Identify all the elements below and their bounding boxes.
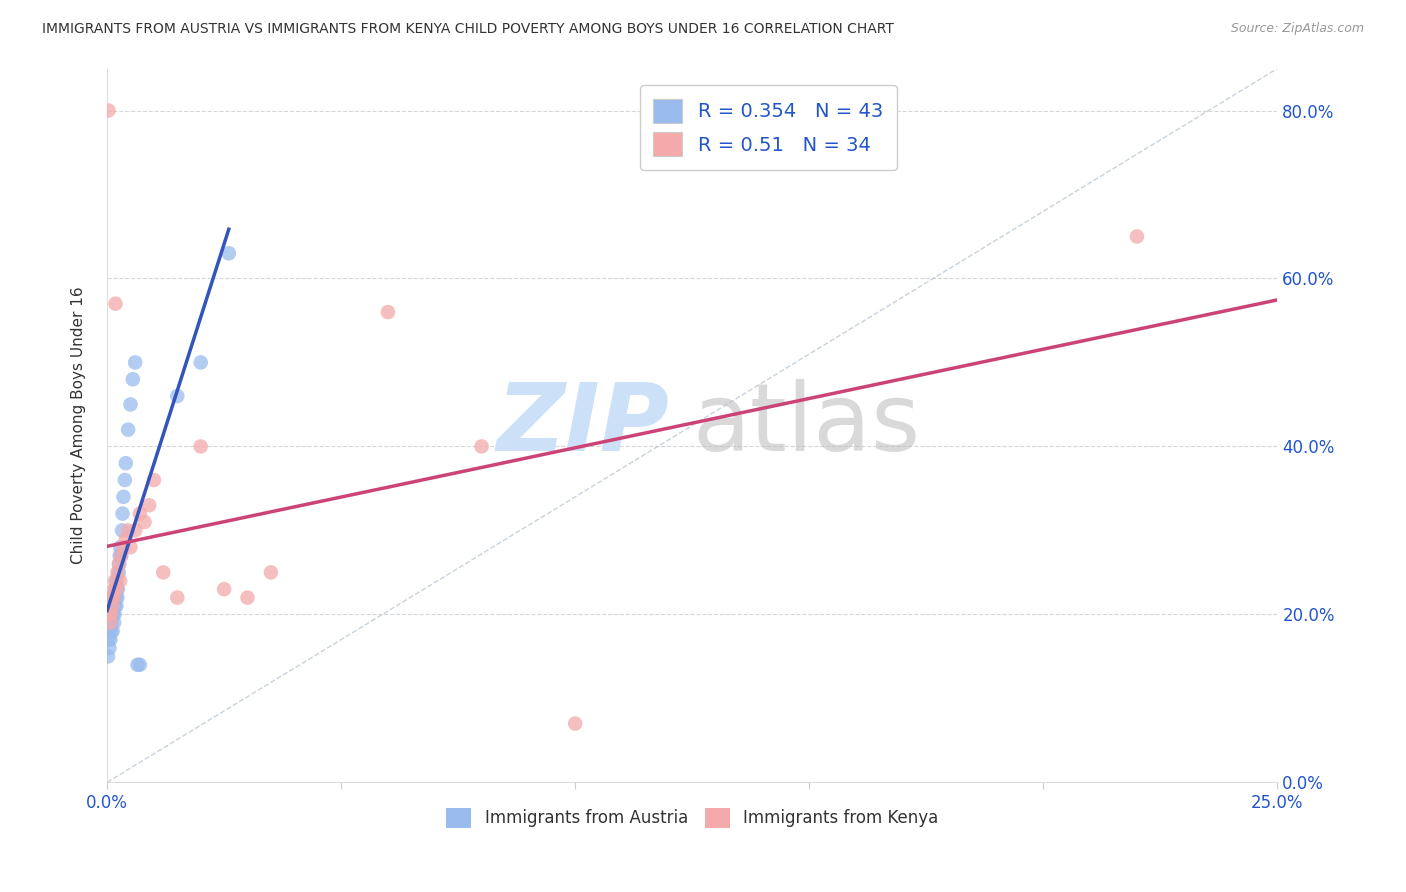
Point: [114, 532, 136, 546]
Point: [98, 615, 121, 630]
Point: [1126, 229, 1149, 244]
Point: [100, 591, 122, 605]
Point: [103, 591, 125, 605]
Point: [218, 246, 240, 260]
Point: [103, 582, 125, 597]
Point: [124, 355, 146, 369]
Point: [117, 423, 139, 437]
Point: [100, 607, 122, 622]
Point: [120, 540, 142, 554]
Point: [212, 582, 235, 597]
Point: [112, 540, 135, 554]
Point: [105, 591, 128, 605]
Point: [190, 439, 212, 453]
Point: [110, 549, 132, 563]
Point: [110, 549, 132, 563]
Point: [128, 657, 150, 672]
Point: [101, 607, 124, 622]
Point: [138, 498, 160, 512]
Point: [124, 524, 146, 538]
Point: [100, 591, 122, 605]
Point: [166, 389, 188, 403]
Point: [103, 591, 125, 605]
Point: [107, 557, 129, 571]
Point: [98, 632, 121, 647]
Point: [260, 566, 283, 580]
Point: [97, 624, 120, 639]
Point: [127, 657, 149, 672]
Point: [104, 599, 127, 613]
Point: [105, 574, 128, 588]
Point: [107, 566, 129, 580]
Point: [104, 582, 127, 597]
Point: [108, 549, 131, 563]
Point: [103, 599, 125, 613]
Text: Source: ZipAtlas.com: Source: ZipAtlas.com: [1230, 22, 1364, 36]
Point: [142, 473, 165, 487]
Point: [104, 296, 127, 310]
Point: [97, 103, 120, 118]
Point: [104, 574, 127, 588]
Point: [98, 615, 121, 630]
Point: [166, 591, 188, 605]
Point: [112, 490, 135, 504]
Point: [108, 540, 131, 554]
Point: [103, 615, 125, 630]
Point: [128, 507, 150, 521]
Point: [108, 557, 131, 571]
Point: [117, 524, 139, 538]
Point: [377, 305, 399, 319]
Point: [100, 624, 122, 639]
Text: IMMIGRANTS FROM AUSTRIA VS IMMIGRANTS FROM KENYA CHILD POVERTY AMONG BOYS UNDER : IMMIGRANTS FROM AUSTRIA VS IMMIGRANTS FR…: [42, 22, 894, 37]
Point: [120, 397, 142, 411]
Point: [152, 566, 174, 580]
Point: [104, 591, 127, 605]
Point: [105, 582, 128, 597]
Point: [97, 649, 120, 664]
Text: ZIP: ZIP: [496, 379, 669, 472]
Point: [121, 372, 143, 386]
Legend: Immigrants from Austria, Immigrants from Kenya: Immigrants from Austria, Immigrants from…: [440, 801, 945, 835]
Point: [105, 599, 128, 613]
Point: [236, 591, 259, 605]
Point: [111, 507, 134, 521]
Point: [108, 574, 131, 588]
Point: [190, 355, 212, 369]
Point: [107, 582, 129, 597]
Point: [134, 515, 156, 529]
Point: [564, 716, 586, 731]
Y-axis label: Child Poverty Among Boys Under 16: Child Poverty Among Boys Under 16: [72, 286, 86, 565]
Point: [100, 615, 122, 630]
Point: [98, 640, 121, 655]
Point: [98, 607, 121, 622]
Point: [111, 524, 134, 538]
Point: [471, 439, 494, 453]
Point: [114, 473, 136, 487]
Point: [97, 632, 120, 647]
Point: [114, 456, 136, 470]
Point: [105, 566, 128, 580]
Point: [101, 599, 124, 613]
Point: [100, 607, 122, 622]
Point: [105, 582, 128, 597]
Point: [103, 607, 125, 622]
Point: [101, 624, 124, 639]
Text: atlas: atlas: [692, 379, 921, 472]
